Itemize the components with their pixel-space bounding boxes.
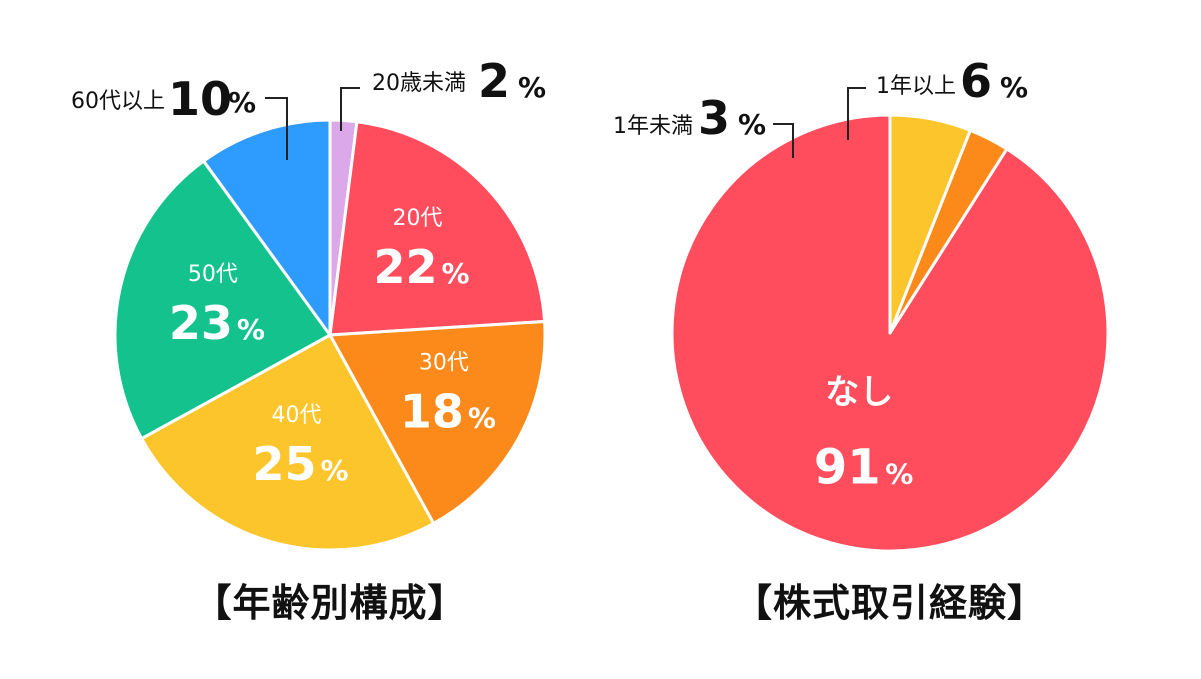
- slice-percent-label: %: [441, 257, 469, 290]
- slice-value-label: 18: [400, 385, 464, 439]
- callout-value-label: 10: [168, 72, 232, 126]
- pie-slice: [202, 118, 332, 337]
- slice-name-label: 20代: [392, 206, 442, 231]
- slice-value-label: 22: [373, 240, 437, 294]
- pie-slice: [888, 113, 972, 335]
- callout-name-label: 1年以上: [876, 74, 956, 99]
- age-chart-title: 【年齢別構成】: [193, 581, 467, 625]
- experience-chart-title: 【株式取引経験】: [733, 581, 1046, 625]
- experience-pie-chart: なし 91 % 1年未満 3 % 1年以上 6%: [613, 54, 1110, 553]
- pie-slice: [140, 333, 436, 552]
- callout-percent-label: %: [1000, 71, 1028, 104]
- callout-value-label: 6: [960, 54, 992, 108]
- callout-name-label: 20歳未満: [372, 71, 466, 96]
- slice-value-label: 25: [253, 437, 317, 491]
- callout-name-label: 60代以上: [71, 89, 165, 114]
- callout-value-label: 2: [478, 54, 510, 108]
- slice-name-label: 30代: [419, 351, 469, 376]
- slice-percent-label: %: [237, 313, 265, 346]
- age-pie-chart: 20歳未満 2 % 20代 22 % 30代 18 % 40代 25 % 50代 23 % 60代以上 10%: [71, 54, 547, 552]
- pie-slice: [328, 120, 547, 337]
- pie-slice: [328, 320, 547, 525]
- callout-leader-line: [265, 97, 288, 160]
- slice-name-label: 50代: [188, 262, 238, 287]
- slice-percent-label: %: [468, 402, 496, 435]
- callout-percent-label: %: [228, 86, 256, 119]
- pie-slice: [113, 159, 332, 441]
- callout-leader-line: [773, 123, 794, 158]
- callout-name-label: 1年未満: [613, 114, 693, 139]
- slice-name-label: なし: [825, 373, 893, 413]
- callout-leader-line: [340, 87, 360, 131]
- slice-value-label: 23: [169, 296, 233, 350]
- callout-leader-line: [847, 87, 866, 140]
- callout-percent-label: %: [518, 71, 546, 104]
- slice-percent-label: %: [885, 458, 913, 491]
- slice-percent-label: %: [320, 454, 348, 487]
- slice-value-label: 91: [814, 440, 881, 496]
- callout-percent-label: %: [738, 108, 766, 141]
- slice-name-label: 40代: [272, 403, 322, 428]
- callout-value-label: 3: [698, 91, 730, 145]
